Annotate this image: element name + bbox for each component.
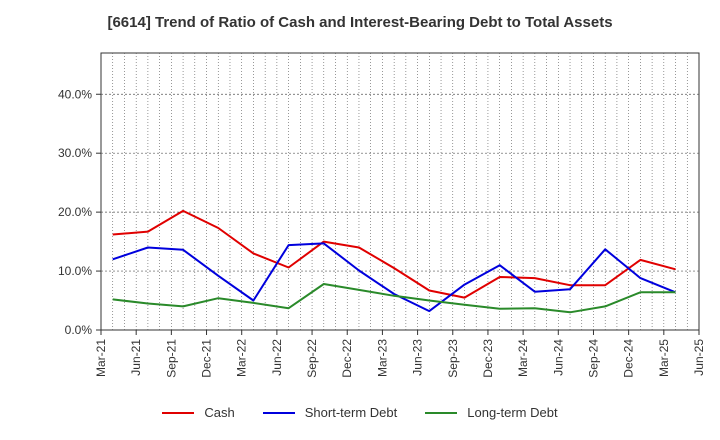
x-tick-label: Mar-22 <box>235 339 249 377</box>
legend: Cash Short-term Debt Long-term Debt <box>0 405 720 420</box>
x-tick-label: Jun-23 <box>411 339 425 376</box>
x-tick-label: Sep-22 <box>305 339 319 378</box>
grid-lines <box>101 53 699 330</box>
x-tick-label: Mar-21 <box>94 339 108 377</box>
x-tick-label: Mar-24 <box>516 339 530 377</box>
x-tick-label: Jun-22 <box>270 339 284 376</box>
x-tick-label: Jun-24 <box>551 339 565 376</box>
legend-label-short-term-debt: Short-term Debt <box>304 405 398 420</box>
x-tick-label: Dec-23 <box>481 339 495 378</box>
legend-item-short-term-debt: Short-term Debt <box>262 405 398 420</box>
x-tick-label: Sep-24 <box>586 339 600 378</box>
legend-swatch-cash <box>162 411 195 414</box>
y-tick-label: 30.0% <box>58 146 92 160</box>
y-tick-label: 0.0% <box>65 323 93 337</box>
legend-swatch-short-term-debt <box>262 411 295 414</box>
y-tick-label: 10.0% <box>58 264 92 278</box>
legend-item-cash: Cash <box>162 405 235 420</box>
series-line-cash <box>112 209 676 299</box>
x-tick-label: Mar-23 <box>375 339 389 377</box>
x-tick-label: Sep-21 <box>164 339 178 378</box>
chart-title: [6614] Trend of Ratio of Cash and Intere… <box>107 14 613 31</box>
y-tick-label: 40.0% <box>58 87 92 101</box>
x-tick-label: Dec-21 <box>200 339 214 378</box>
x-tick-label: Jun-25 <box>692 339 706 376</box>
legend-item-long-term-debt: Long-term Debt <box>425 405 558 420</box>
x-tick-label: Mar-25 <box>657 339 671 377</box>
y-tick-label: 20.0% <box>58 205 92 219</box>
x-tick-label: Jun-21 <box>129 339 143 376</box>
legend-label-cash: Cash <box>204 405 235 420</box>
x-tick-label: Sep-23 <box>446 339 460 378</box>
legend-swatch-long-term-debt <box>425 411 458 414</box>
x-tick-label: Dec-24 <box>622 339 636 378</box>
series-line-long-term-debt <box>112 283 676 314</box>
axis-ticks: 0.0% 10.0% 20.0% 30.0% 40.0% Mar-21 Jun-21 Sep-… <box>58 87 706 377</box>
plot-area <box>100 52 700 331</box>
legend-label-long-term-debt: Long-term Debt <box>467 405 558 420</box>
x-tick-label: Dec-22 <box>340 339 354 378</box>
series-line-short-term-debt <box>112 242 676 313</box>
series-lines <box>112 209 676 314</box>
